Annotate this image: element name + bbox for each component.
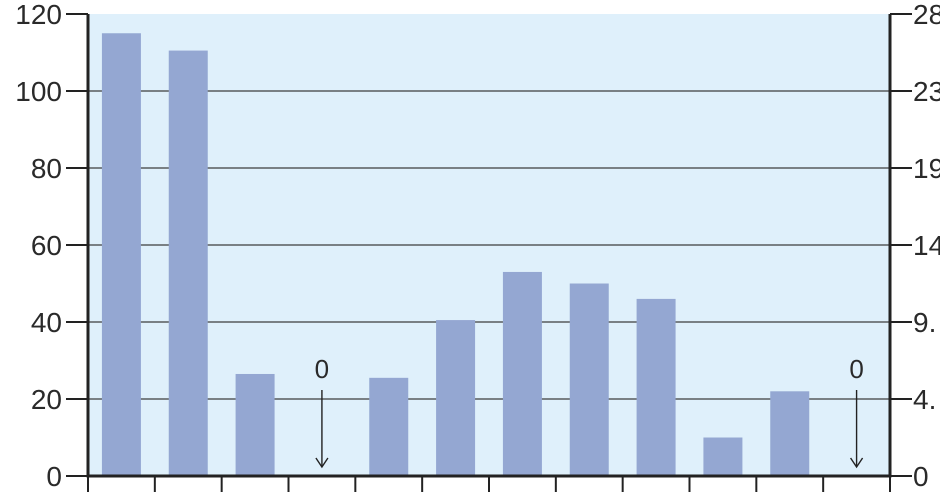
left-y-tick-label: 40: [31, 307, 62, 338]
right-y-tick-labels: 0 4. 9. 14 19 23 28: [913, 0, 940, 492]
right-y-tick-label: 9.: [913, 307, 936, 338]
zero-annotation-label: 0: [849, 354, 863, 384]
left-y-tick-label: 60: [31, 230, 62, 261]
bar: [569, 283, 609, 476]
bar: [636, 298, 676, 476]
bar: [235, 373, 275, 476]
right-y-tick-label: 14: [913, 230, 940, 261]
left-y-tick-label: 0: [46, 461, 62, 492]
bar: [101, 33, 141, 476]
left-y-tick-label: 20: [31, 384, 62, 415]
axes: [66, 13, 912, 492]
grid-lines: [88, 90, 890, 400]
bar: [770, 391, 810, 476]
zero-annotation-arrow-head: [315, 457, 329, 469]
right-y-tick-label: 23: [913, 76, 940, 107]
zero-annotation-label: 0: [315, 354, 329, 384]
left-y-tick-label: 100: [15, 76, 62, 107]
left-y-tick-label: 120: [15, 0, 62, 30]
left-y-tick-label: 80: [31, 153, 62, 184]
right-y-tick-label: 19: [913, 153, 940, 184]
zero-annotation-arrow-head: [850, 457, 864, 469]
bar: [369, 377, 409, 476]
right-y-tick-label: 4.: [913, 384, 936, 415]
bars: [101, 33, 810, 476]
right-y-tick-label: 28: [913, 0, 940, 30]
bar: [502, 271, 542, 476]
bar: [168, 50, 208, 476]
right-y-tick-label: 0: [913, 461, 929, 492]
bar: [703, 437, 743, 476]
bar: [436, 320, 476, 476]
left-y-tick-labels: 0 20 40 60 80 100 120: [15, 0, 62, 492]
